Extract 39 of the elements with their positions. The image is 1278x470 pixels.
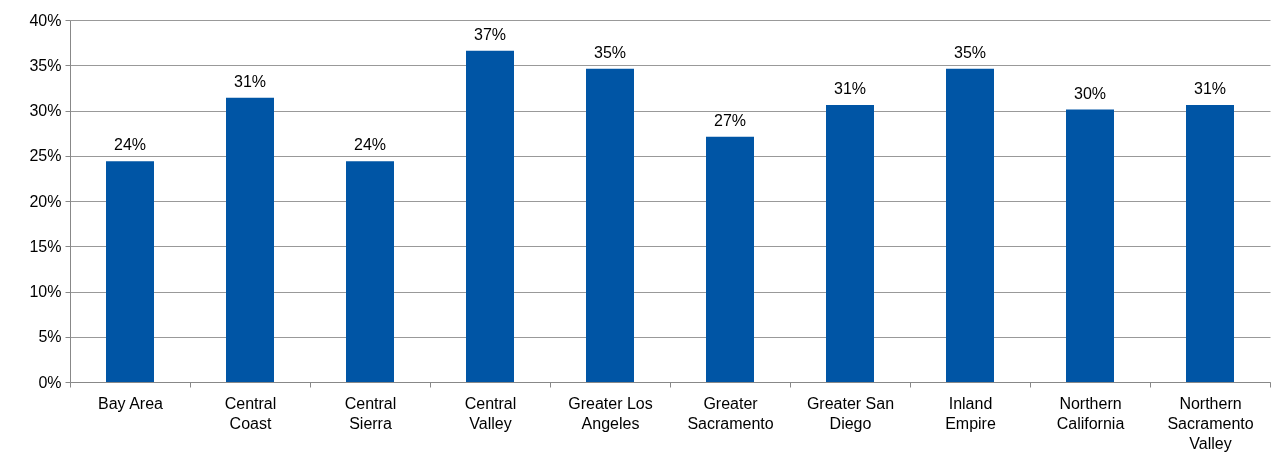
x-tick-label: Inland Empire <box>945 394 996 432</box>
bar <box>106 161 154 382</box>
x-tick-label: Northern California <box>1056 394 1125 432</box>
y-tick-label: 40% <box>29 11 62 29</box>
data-label: 35% <box>593 43 627 61</box>
data-label: 27% <box>713 111 747 129</box>
data-label: 35% <box>953 43 987 61</box>
x-tick-label: Central Valley <box>464 394 517 432</box>
x-tick-label: Greater Sacramento <box>687 394 774 432</box>
x-tick-label: Bay Area <box>98 394 164 412</box>
x-tick-label: Northern Sacramento Valley <box>1167 394 1254 452</box>
data-label: 24% <box>113 136 147 154</box>
bar <box>946 68 994 382</box>
bar <box>226 97 274 382</box>
y-tick-label: 20% <box>29 192 62 210</box>
bar <box>466 50 514 382</box>
x-tick-label: Greater San Diego <box>806 394 895 432</box>
x-tick-label: Central Sierra <box>344 394 397 432</box>
y-tick-label: 30% <box>29 102 62 119</box>
y-tick-label: 15% <box>29 237 62 255</box>
data-label: 31% <box>1193 80 1227 98</box>
y-tick-label: 5% <box>38 328 62 346</box>
y-tick-label: 10% <box>29 283 62 300</box>
bar <box>586 68 634 382</box>
y-tick-label: 25% <box>29 147 62 165</box>
data-label: 24% <box>353 136 387 154</box>
data-label: 31% <box>833 80 867 98</box>
bar <box>1186 105 1234 382</box>
data-label: 37% <box>473 25 507 43</box>
x-tick-label: Greater Los Angeles <box>568 394 653 432</box>
bar <box>706 136 754 382</box>
bar <box>826 105 874 382</box>
data-label: 31% <box>233 72 267 90</box>
data-label: 30% <box>1073 84 1107 102</box>
y-tick-label: 0% <box>38 373 62 391</box>
bar <box>1066 109 1114 382</box>
x-tick-label: Central Coast <box>224 394 277 432</box>
y-tick-label: 35% <box>29 56 62 74</box>
bar <box>346 161 394 382</box>
